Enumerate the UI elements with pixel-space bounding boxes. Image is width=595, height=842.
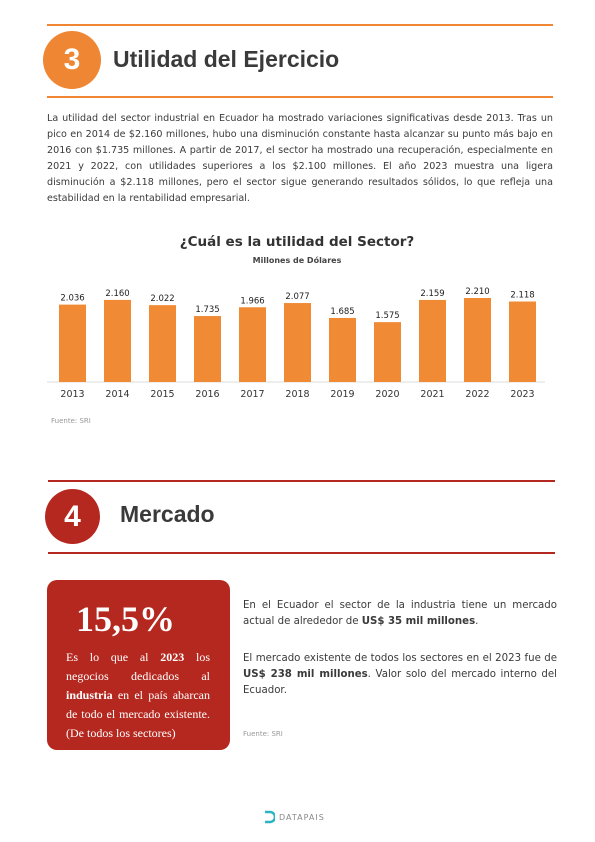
bar: [194, 316, 221, 382]
value-label: 2.159: [420, 289, 444, 299]
text: .: [475, 616, 479, 627]
bold-text: industria: [66, 688, 113, 702]
logo-icon: [265, 810, 275, 824]
value-label: 1.685: [330, 307, 354, 317]
highlight-box: 15,5% Es lo que al 2023 los negocios ded…: [47, 580, 230, 750]
bar: [419, 299, 446, 382]
section-number: 4: [45, 489, 100, 544]
paragraph: En el Ecuador el sector de la industria …: [243, 598, 557, 630]
value-label: 1.735: [195, 305, 219, 315]
section-number: 3: [43, 31, 101, 89]
rule: [48, 480, 555, 482]
x-tick-label: 2014: [105, 389, 129, 400]
bar: [104, 299, 131, 382]
chart-subtitle: Millones de Dólares: [253, 255, 342, 265]
bar: [284, 303, 311, 382]
value-label: 1.575: [375, 311, 399, 321]
footer-logo: DATAPAIS: [263, 810, 325, 824]
chart-title: ¿Cuál es la utilidad del Sector?: [180, 234, 414, 250]
source: Fuente: SRI: [243, 730, 283, 738]
text: en el país abarcan de todo el mercado ex…: [66, 688, 210, 740]
bold-text: 2023: [160, 650, 185, 664]
text: El mercado existente de todos los sector…: [243, 653, 557, 664]
text: Es lo que al: [66, 650, 161, 664]
text: . Valor solo del mercado interno del Ecu…: [243, 669, 557, 696]
value-label: 1.966: [240, 296, 264, 306]
value-label: 2.160: [105, 289, 129, 299]
x-tick-label: 2021: [420, 389, 444, 400]
section-title: Utilidad del Ejercicio: [113, 46, 340, 72]
bar: [239, 307, 266, 382]
bar: [374, 322, 401, 382]
section-title: Mercado: [120, 501, 215, 527]
bold-text: US$ 35 mil millones: [361, 616, 476, 627]
x-tick-label: 2018: [285, 389, 309, 400]
x-tick-label: 2019: [330, 389, 354, 400]
paragraph: El mercado existente de todos los sector…: [243, 651, 557, 699]
highlight-value: 15,5%: [76, 599, 175, 639]
rule: [47, 24, 553, 26]
bar: [464, 298, 491, 382]
footer-brand: DATAPAIS: [279, 812, 325, 822]
value-label: 2.022: [150, 294, 174, 304]
x-tick-label: 2013: [60, 389, 84, 400]
value-label: 2.036: [60, 294, 84, 304]
text: En el Ecuador el sector de la industria …: [243, 600, 557, 627]
value-label: 2.210: [465, 287, 489, 297]
x-tick-label: 2023: [510, 389, 534, 400]
value-label: 2.077: [285, 292, 309, 302]
x-tick-label: 2016: [195, 389, 219, 400]
paragraph: La utilidad del sector industrial en Ecu…: [47, 113, 553, 204]
chart-source: Fuente: SRI: [51, 417, 91, 425]
highlight-text: Es lo que al 2023 los negocios dedicados…: [66, 648, 210, 743]
rule: [48, 552, 555, 554]
chart: ¿Cuál es la utilidad del Sector? Millone…: [47, 234, 545, 425]
bar: [509, 301, 536, 382]
bar: [149, 305, 176, 382]
rule: [47, 96, 553, 98]
x-tick-label: 2020: [375, 389, 399, 400]
x-tick-label: 2015: [150, 389, 174, 400]
bold-text: US$ 238 mil millones: [243, 669, 368, 680]
text: los negocios dedicados al: [66, 650, 210, 683]
bar: [329, 317, 356, 382]
x-tick-label: 2022: [465, 389, 489, 400]
x-tick-label: 2017: [240, 389, 264, 400]
bar: [59, 304, 86, 382]
value-label: 2.118: [510, 290, 534, 300]
